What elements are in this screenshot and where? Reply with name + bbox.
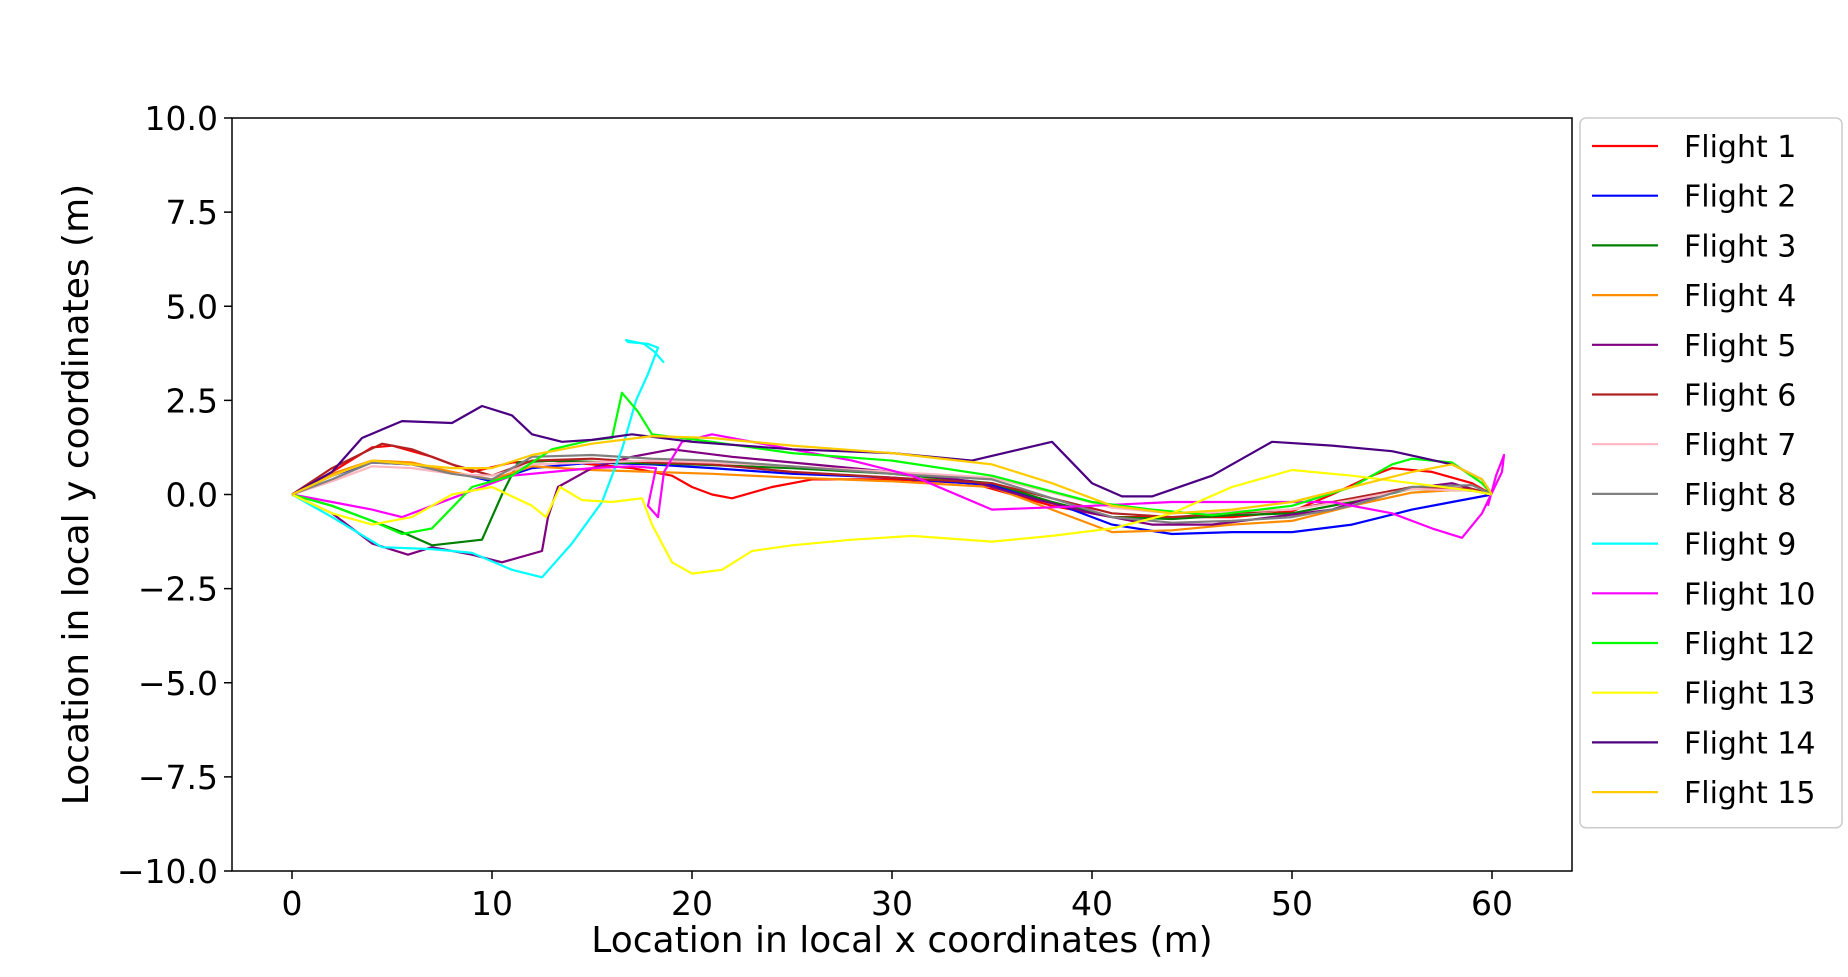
y-tick-label: 10.0 bbox=[145, 99, 218, 138]
x-tick-label: 40 bbox=[1071, 884, 1113, 923]
legend-label: Flight 9 bbox=[1684, 528, 1796, 563]
series-layer bbox=[291, 339, 1506, 579]
x-tick-label: 30 bbox=[871, 884, 913, 923]
legend-label: Flight 14 bbox=[1684, 726, 1815, 761]
legend-label: Flight 13 bbox=[1684, 677, 1815, 712]
y-tick-label: −10.0 bbox=[117, 852, 218, 891]
series-line-3 bbox=[291, 459, 1493, 547]
legend-label: Flight 10 bbox=[1684, 577, 1815, 612]
legend-label: Flight 3 bbox=[1684, 229, 1796, 264]
legend-label: Flight 15 bbox=[1684, 776, 1815, 811]
y-axis-label: Location in local y coordinates (m) bbox=[56, 184, 97, 805]
x-tick-label: 60 bbox=[1471, 884, 1513, 923]
legend-label: Flight 5 bbox=[1684, 329, 1796, 364]
y-tick-label: −2.5 bbox=[138, 570, 218, 609]
series-line-12 bbox=[291, 468, 1493, 575]
x-tick-label: 20 bbox=[671, 884, 713, 923]
series-line-13 bbox=[291, 404, 1493, 498]
y-tick-label: 7.5 bbox=[166, 193, 218, 232]
legend-label: Flight 6 bbox=[1684, 379, 1796, 414]
legend-label: Flight 4 bbox=[1684, 279, 1796, 314]
x-axis-ticks: 0 10 20 30 40 50 60 bbox=[282, 871, 1513, 923]
y-tick-label: 2.5 bbox=[166, 381, 218, 420]
legend-box bbox=[1579, 117, 1843, 829]
legend-label: Flight 1 bbox=[1684, 130, 1796, 165]
legend: Flight 1 Flight 2 Flight 3 Flight 4 Flight 5… bbox=[1579, 117, 1843, 829]
series-line-14 bbox=[291, 435, 1493, 515]
legend-label: Flight 2 bbox=[1684, 180, 1796, 215]
series-line-11 bbox=[291, 391, 1493, 536]
legend-label: Flight 12 bbox=[1684, 627, 1815, 662]
x-tick-label: 50 bbox=[1271, 884, 1313, 923]
y-tick-label: 0.0 bbox=[166, 476, 218, 515]
series-line-8 bbox=[291, 453, 1493, 524]
y-tick-label: −7.5 bbox=[138, 758, 218, 797]
y-tick-label: 5.0 bbox=[166, 287, 218, 326]
x-tick-label: 0 bbox=[282, 884, 303, 923]
x-axis-label: Location in local x coordinates (m) bbox=[591, 920, 1212, 961]
y-axis-ticks: 10.0 7.5 5.0 2.5 0.0 −2.5 −5.0 −7.5 −10.0 bbox=[117, 99, 232, 891]
legend-label: Flight 8 bbox=[1684, 478, 1796, 513]
x-tick-label: 10 bbox=[471, 884, 513, 923]
legend-label: Flight 7 bbox=[1684, 428, 1796, 463]
y-tick-label: −5.0 bbox=[138, 664, 218, 703]
series-line-9 bbox=[291, 339, 665, 579]
